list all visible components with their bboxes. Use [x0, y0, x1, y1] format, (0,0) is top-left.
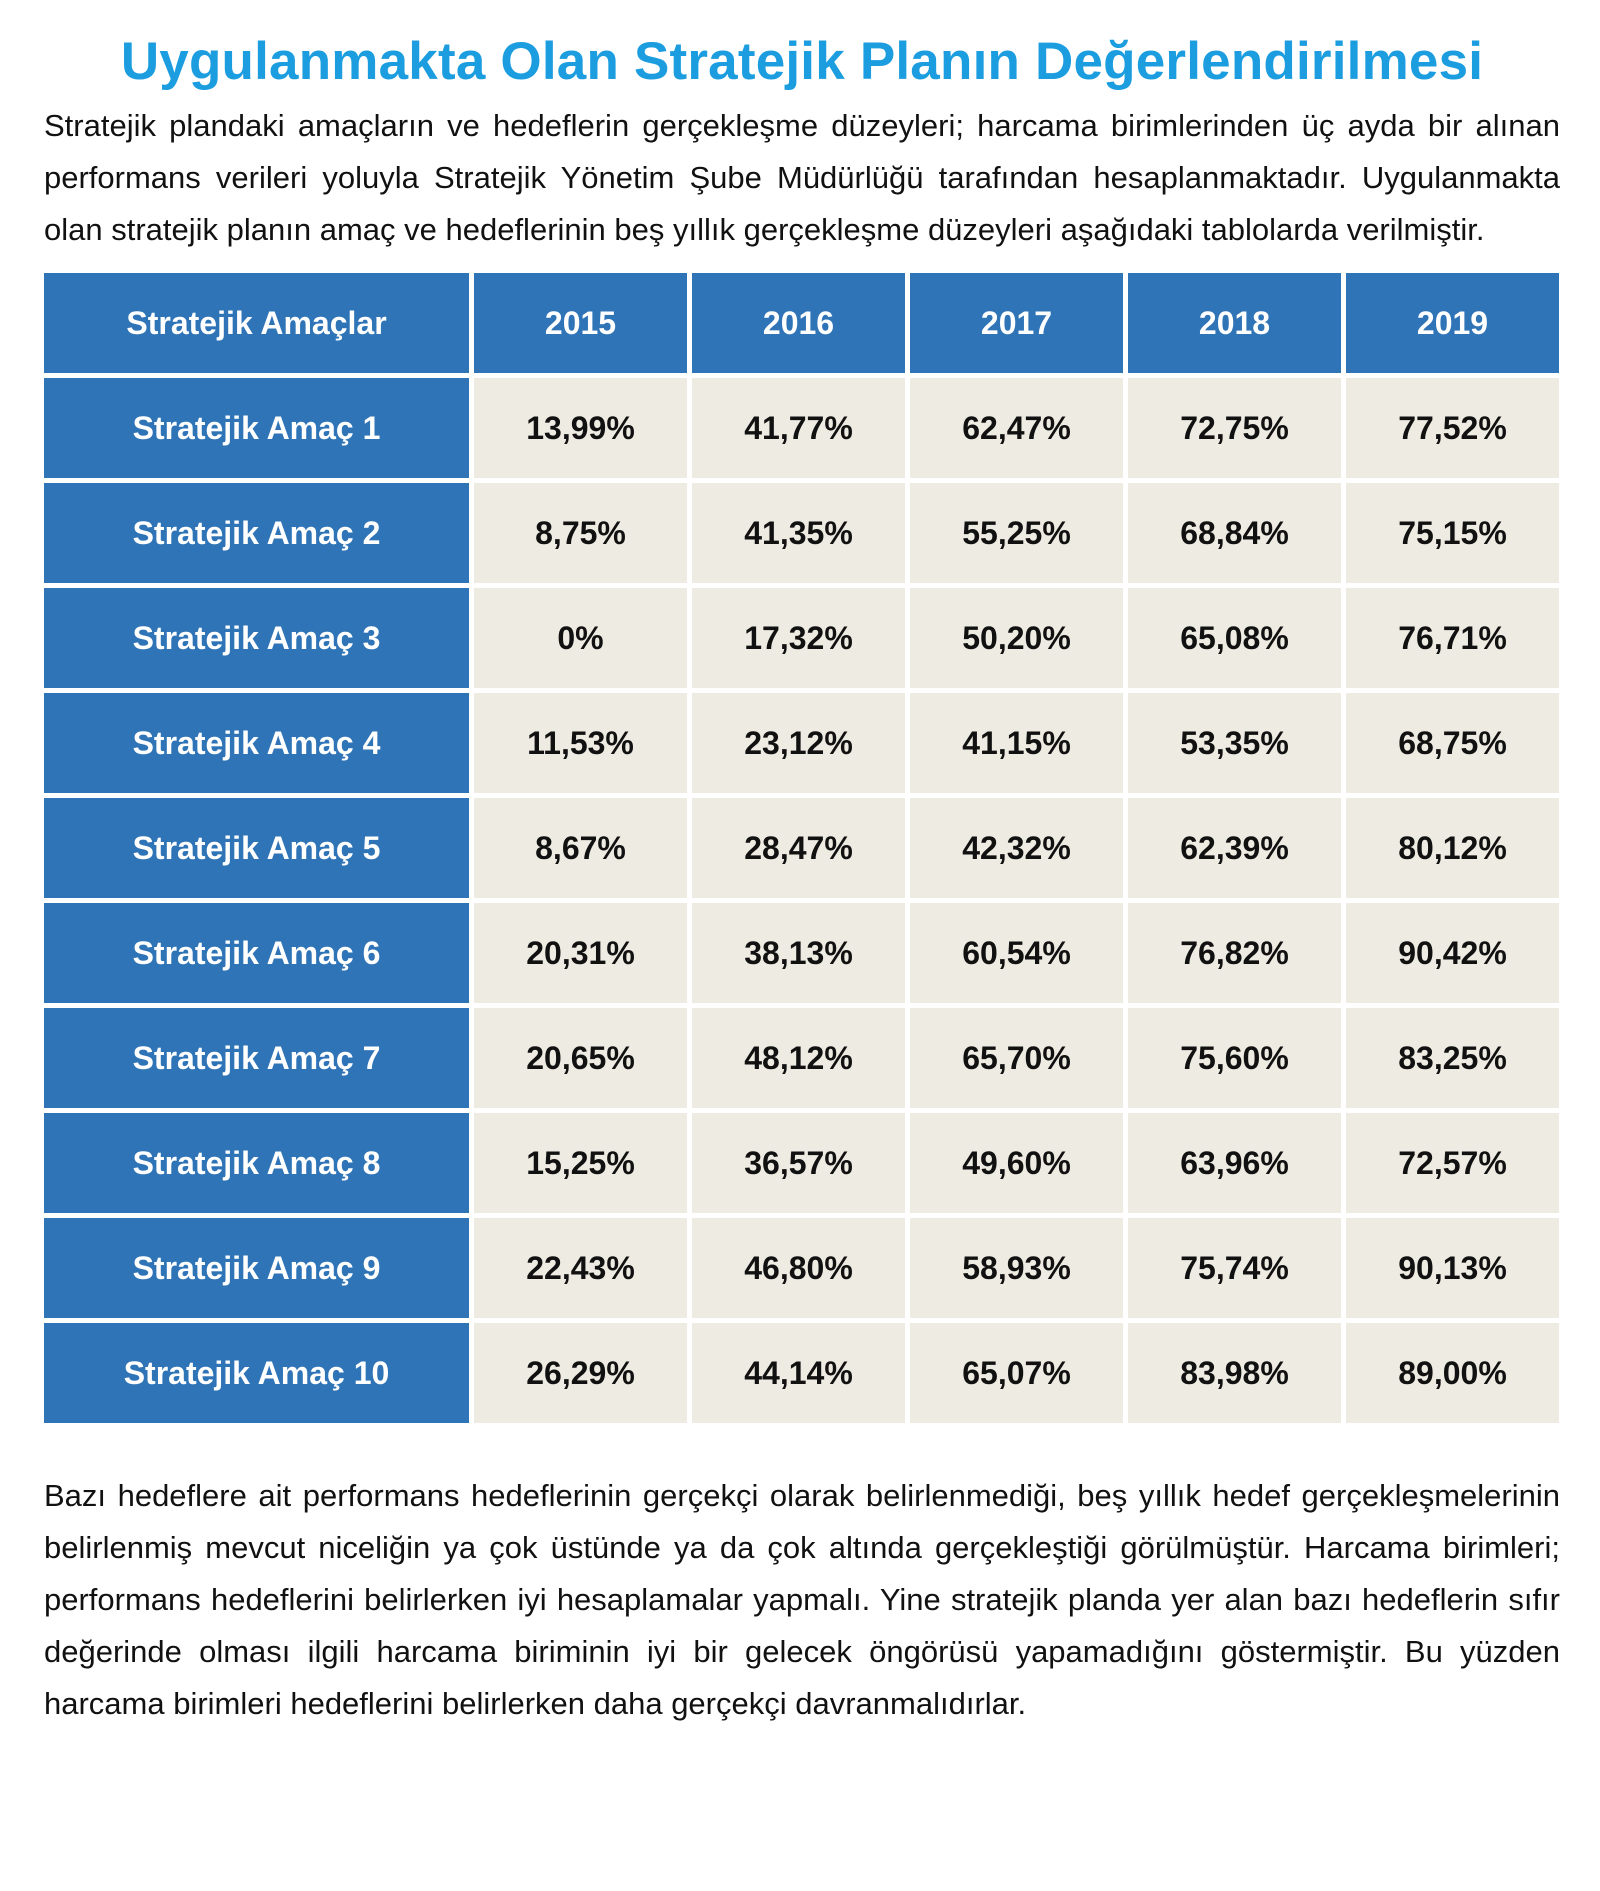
- value-cell: 68,75%: [1346, 693, 1559, 793]
- strategic-goals-table: Stratejik Amaçlar 2015 2016 2017 2018 20…: [39, 268, 1564, 1428]
- row-label: Stratejik Amaç 4: [44, 693, 469, 793]
- value-cell: 68,84%: [1128, 483, 1341, 583]
- row-label: Stratejik Amaç 2: [44, 483, 469, 583]
- value-cell: 22,43%: [474, 1218, 687, 1318]
- value-cell: 90,42%: [1346, 903, 1559, 1003]
- value-cell: 26,29%: [474, 1323, 687, 1423]
- value-cell: 58,93%: [910, 1218, 1123, 1318]
- value-cell: 63,96%: [1128, 1113, 1341, 1213]
- table-row: Stratejik Amaç 6 20,31% 38,13% 60,54% 76,82%…: [44, 903, 1559, 1003]
- header-year-2019: 2019: [1346, 273, 1559, 373]
- value-cell: 46,80%: [692, 1218, 905, 1318]
- value-cell: 80,12%: [1346, 798, 1559, 898]
- value-cell: 49,60%: [910, 1113, 1123, 1213]
- value-cell: 8,75%: [474, 483, 687, 583]
- value-cell: 75,15%: [1346, 483, 1559, 583]
- row-label: Stratejik Amaç 1: [44, 378, 469, 478]
- value-cell: 75,74%: [1128, 1218, 1341, 1318]
- value-cell: 65,08%: [1128, 588, 1341, 688]
- page-title: Uygulanmakta Olan Stratejik Planın Değer…: [120, 32, 1484, 91]
- value-cell: 38,13%: [692, 903, 905, 1003]
- table-body: Stratejik Amaç 1 13,99% 41,77% 62,47% 72,75%…: [44, 378, 1559, 1423]
- value-cell: 48,12%: [692, 1008, 905, 1108]
- value-cell: 13,99%: [474, 378, 687, 478]
- row-label: Stratejik Amaç 8: [44, 1113, 469, 1213]
- value-cell: 15,25%: [474, 1113, 687, 1213]
- value-cell: 41,77%: [692, 378, 905, 478]
- value-cell: 42,32%: [910, 798, 1123, 898]
- table-row: Stratejik Amaç 2 8,75% 41,35% 55,25% 68,84% 7…: [44, 483, 1559, 583]
- row-label: Stratejik Amaç 7: [44, 1008, 469, 1108]
- value-cell: 53,35%: [1128, 693, 1341, 793]
- value-cell: 50,20%: [910, 588, 1123, 688]
- header-year-2018: 2018: [1128, 273, 1341, 373]
- header-year-2015: 2015: [474, 273, 687, 373]
- table-row: Stratejik Amaç 8 15,25% 36,57% 49,60% 63,96%…: [44, 1113, 1559, 1213]
- value-cell: 76,71%: [1346, 588, 1559, 688]
- row-label: Stratejik Amaç 5: [44, 798, 469, 898]
- header-year-2017: 2017: [910, 273, 1123, 373]
- value-cell: 8,67%: [474, 798, 687, 898]
- value-cell: 62,47%: [910, 378, 1123, 478]
- value-cell: 72,75%: [1128, 378, 1341, 478]
- table-row: Stratejik Amaç 5 8,67% 28,47% 42,32% 62,39% 8…: [44, 798, 1559, 898]
- table-header-row: Stratejik Amaçlar 2015 2016 2017 2018 20…: [44, 273, 1559, 373]
- value-cell: 60,54%: [910, 903, 1123, 1003]
- header-goals: Stratejik Amaçlar: [44, 273, 469, 373]
- table-row: Stratejik Amaç 7 20,65% 48,12% 65,70% 75,60%…: [44, 1008, 1559, 1108]
- value-cell: 90,13%: [1346, 1218, 1559, 1318]
- conclusion-paragraph: Bazı hedeflere ait performans hedeflerin…: [44, 1478, 1560, 1721]
- value-cell: 72,57%: [1346, 1113, 1559, 1213]
- value-cell: 76,82%: [1128, 903, 1341, 1003]
- value-cell: 17,32%: [692, 588, 905, 688]
- value-cell: 23,12%: [692, 693, 905, 793]
- value-cell: 41,35%: [692, 483, 905, 583]
- table-row: Stratejik Amaç 9 22,43% 46,80% 58,93% 75,74%…: [44, 1218, 1559, 1318]
- value-cell: 11,53%: [474, 693, 687, 793]
- value-cell: 28,47%: [692, 798, 905, 898]
- table-row: Stratejik Amaç 4 11,53% 23,12% 41,15% 53,35%…: [44, 693, 1559, 793]
- value-cell: 36,57%: [692, 1113, 905, 1213]
- value-cell: 20,65%: [474, 1008, 687, 1108]
- intro-paragraph: Stratejik plandaki amaçların ve hedefler…: [44, 108, 1560, 247]
- value-cell: 65,07%: [910, 1323, 1123, 1423]
- table-row: Stratejik Amaç 10 26,29% 44,14% 65,07% 83,98…: [44, 1323, 1559, 1423]
- table-row: Stratejik Amaç 1 13,99% 41,77% 62,47% 72,75%…: [44, 378, 1559, 478]
- value-cell: 89,00%: [1346, 1323, 1559, 1423]
- header-year-2016: 2016: [692, 273, 905, 373]
- value-cell: 75,60%: [1128, 1008, 1341, 1108]
- document-page: Uygulanmakta Olan Stratejik Planın Değer…: [44, 0, 1560, 1730]
- value-cell: 83,25%: [1346, 1008, 1559, 1108]
- value-cell: 83,98%: [1128, 1323, 1341, 1423]
- row-label: Stratejik Amaç 6: [44, 903, 469, 1003]
- value-cell: 44,14%: [692, 1323, 905, 1423]
- row-label: Stratejik Amaç 10: [44, 1323, 469, 1423]
- value-cell: 0%: [474, 588, 687, 688]
- value-cell: 62,39%: [1128, 798, 1341, 898]
- value-cell: 41,15%: [910, 693, 1123, 793]
- value-cell: 65,70%: [910, 1008, 1123, 1108]
- value-cell: 55,25%: [910, 483, 1123, 583]
- table-row: Stratejik Amaç 3 0% 17,32% 50,20% 65,08% 76,7…: [44, 588, 1559, 688]
- value-cell: 20,31%: [474, 903, 687, 1003]
- value-cell: 77,52%: [1346, 378, 1559, 478]
- row-label: Stratejik Amaç 3: [44, 588, 469, 688]
- row-label: Stratejik Amaç 9: [44, 1218, 469, 1318]
